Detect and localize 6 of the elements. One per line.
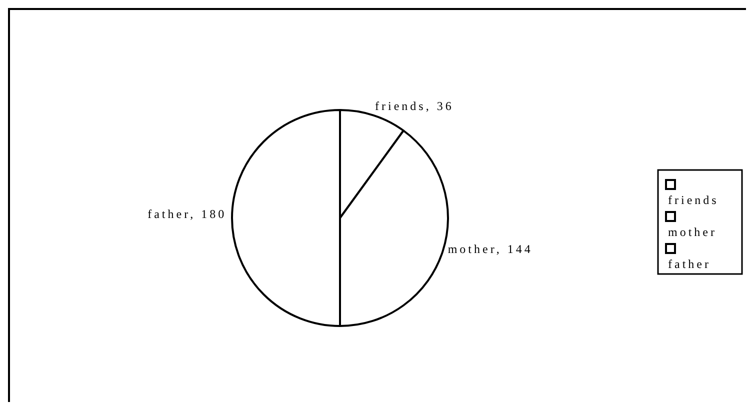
- data-label: mother, 144: [448, 242, 533, 256]
- legend-label: father: [668, 257, 711, 271]
- data-label: friends, 36: [375, 99, 454, 114]
- data-label: father, 180: [148, 207, 227, 221]
- legend-label: mother: [668, 225, 717, 239]
- legend-label: friends: [668, 193, 719, 207]
